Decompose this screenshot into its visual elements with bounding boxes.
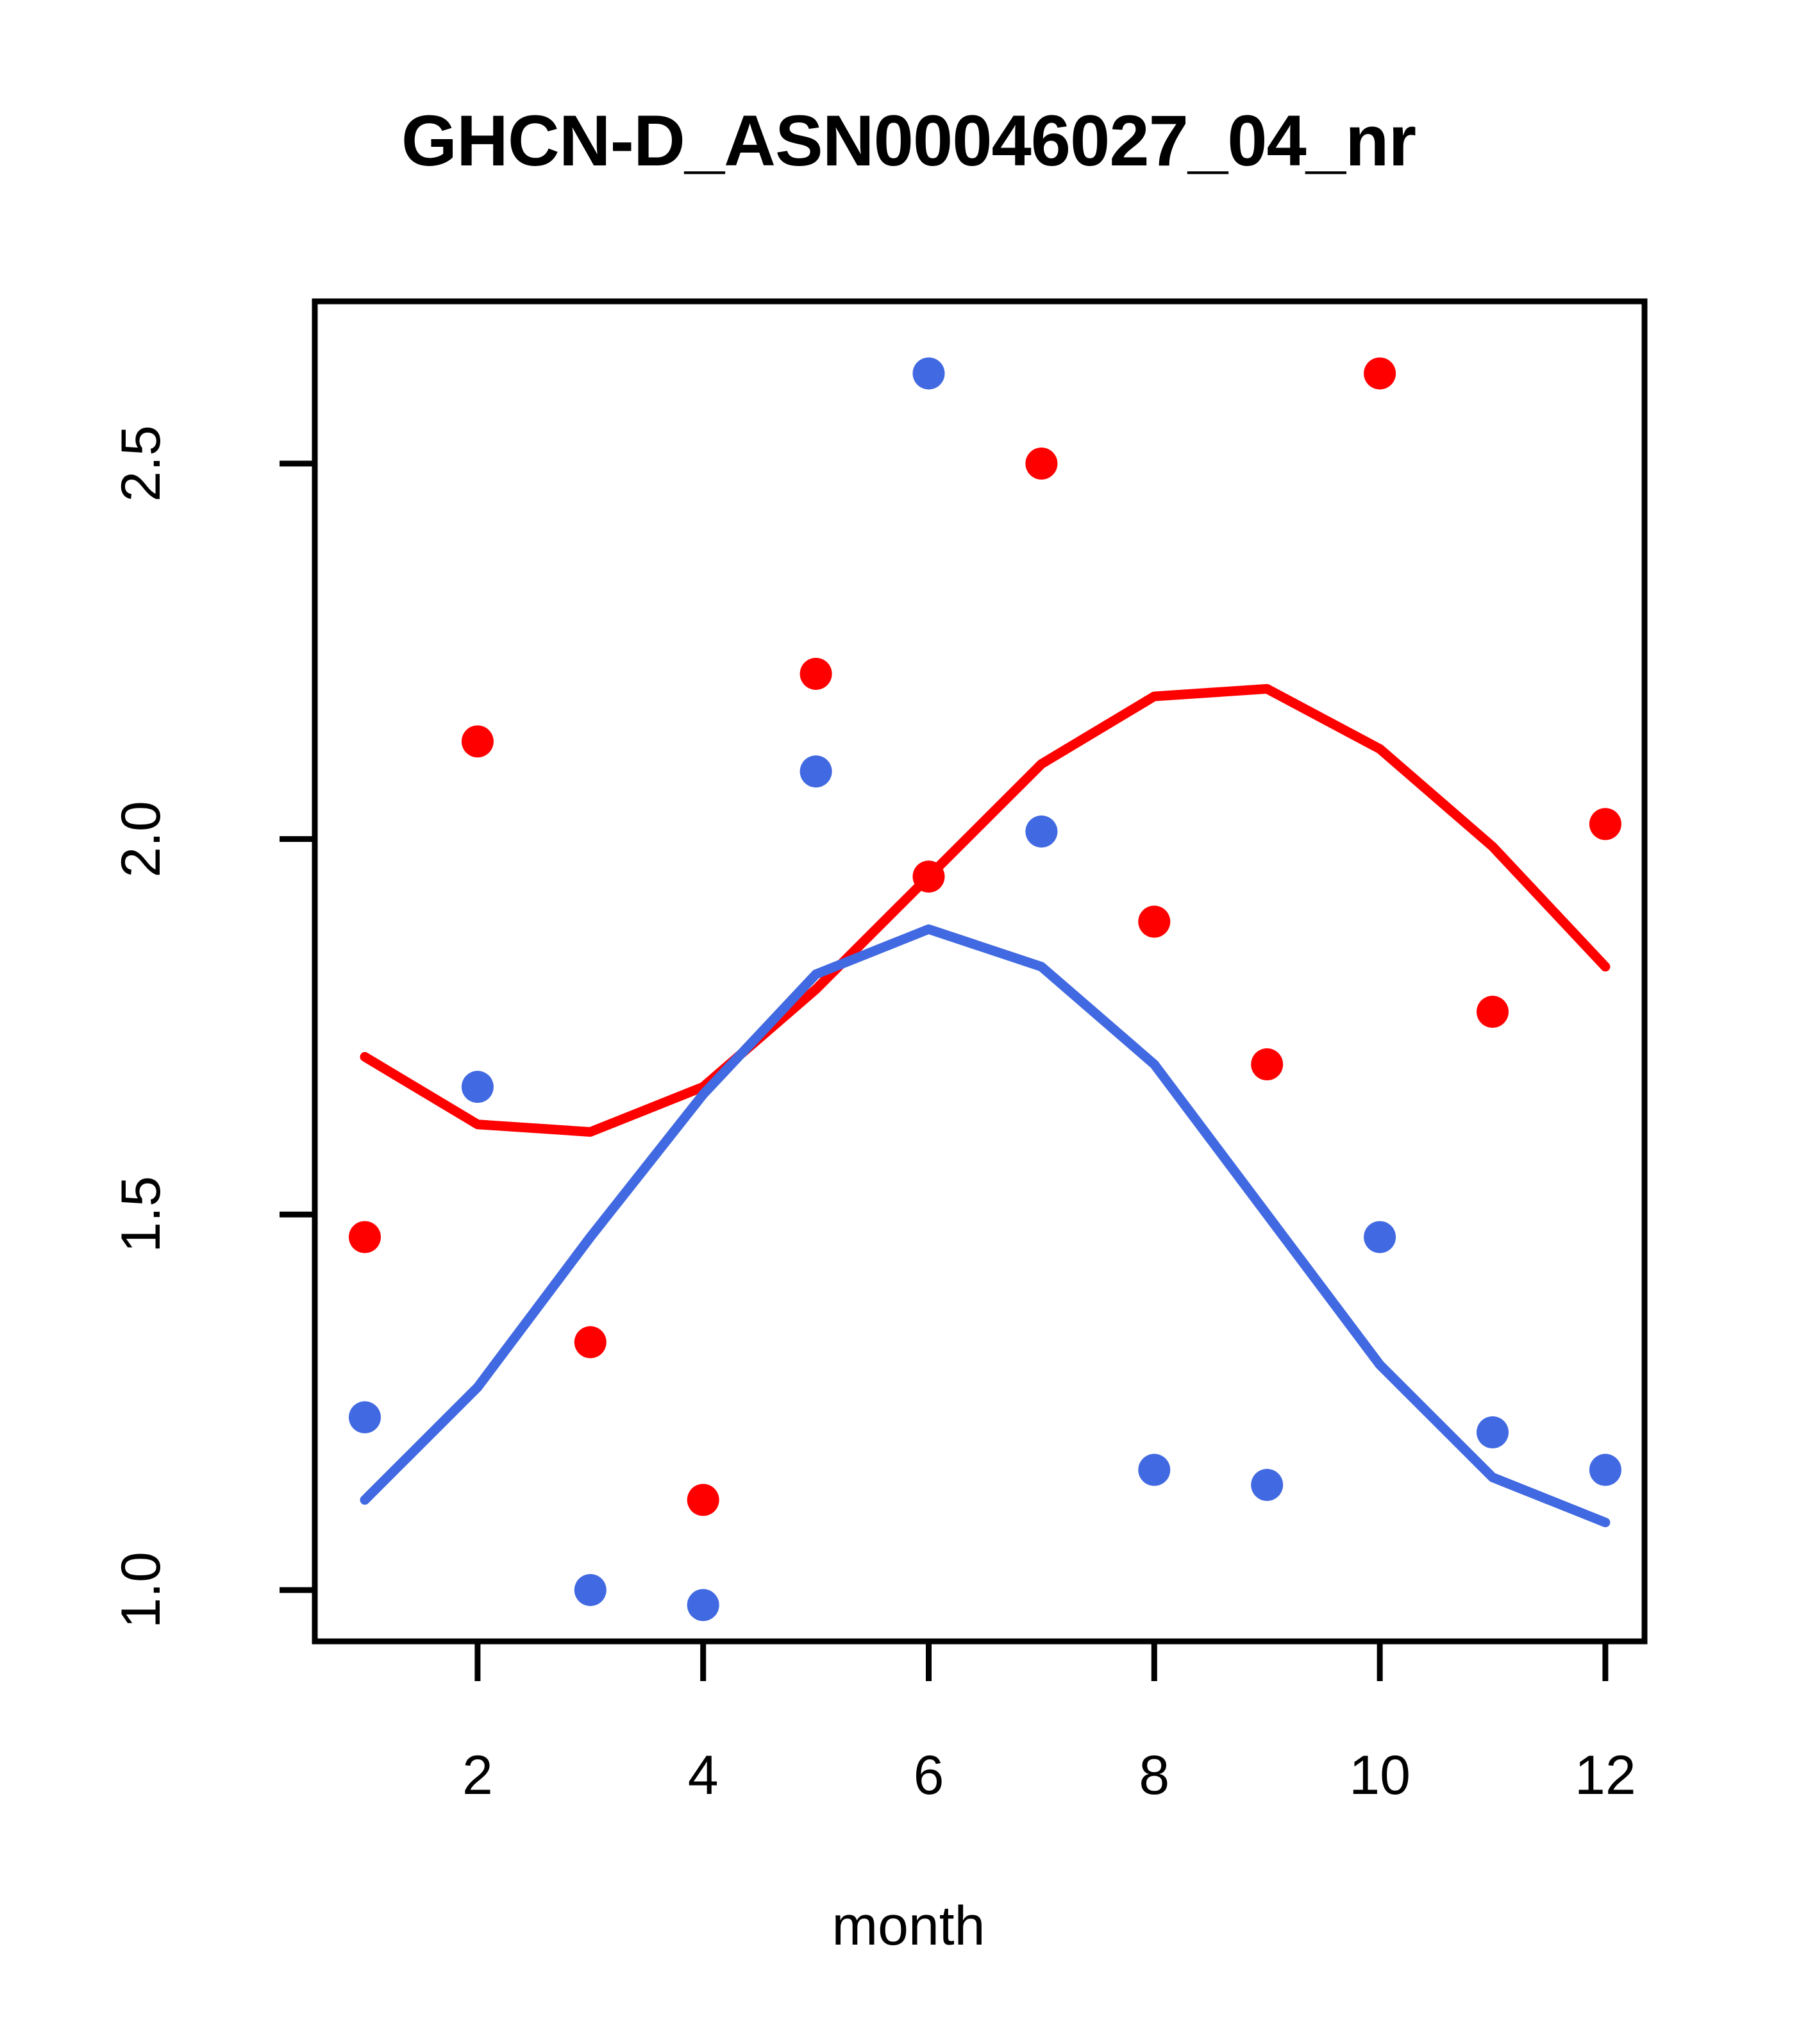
data-point-red-points [1589, 808, 1621, 841]
data-point-red-points [1251, 1048, 1284, 1081]
x-tick-label: 12 [1575, 1745, 1636, 1806]
data-point-red-points [1025, 448, 1058, 480]
x-tick-label: 2 [462, 1745, 493, 1806]
x-tick-label: 8 [1139, 1745, 1170, 1806]
data-point-red-points [1477, 996, 1509, 1028]
x-tick-label: 4 [687, 1745, 719, 1806]
chart-title: GHCN-D_ASN00046027_04_nr [401, 101, 1416, 181]
series-line-blue-line [360, 924, 1611, 1528]
data-point-blue-points [1364, 1221, 1396, 1253]
x-axis-label: month [832, 1895, 985, 1957]
data-point-blue-points [461, 1071, 494, 1103]
data-point-blue-points [574, 1573, 607, 1606]
y-tick-label: 2.0 [110, 800, 172, 878]
y-tick-label: 1.5 [110, 1176, 172, 1253]
data-point-blue-points [1477, 1416, 1509, 1448]
data-point-blue-points [687, 1589, 719, 1621]
data-point-red-points [574, 1326, 607, 1359]
x-tick-label: 6 [913, 1745, 944, 1806]
data-point-red-points [1364, 357, 1396, 390]
data-point-blue-points [800, 755, 832, 788]
plot-box-frame [312, 298, 1648, 1645]
series-line-red-line [360, 683, 1611, 1137]
data-point-red-points [461, 725, 494, 758]
x-tick-label: 10 [1349, 1745, 1411, 1806]
data-point-blue-points [349, 1401, 381, 1434]
data-point-blue-points [1251, 1468, 1284, 1501]
data-point-blue-points [1025, 815, 1058, 848]
data-point-blue-points [1589, 1453, 1621, 1486]
data-point-red-points [912, 860, 945, 893]
data-point-red-points [349, 1221, 381, 1253]
y-tick-label: 2.5 [110, 425, 172, 502]
data-point-blue-points [912, 357, 945, 390]
y-tick-label: 1.0 [110, 1552, 172, 1629]
data-point-red-points [1138, 905, 1171, 938]
data-point-red-points [800, 657, 832, 690]
data-point-red-points [687, 1484, 719, 1516]
data-point-blue-points [1138, 1453, 1171, 1486]
